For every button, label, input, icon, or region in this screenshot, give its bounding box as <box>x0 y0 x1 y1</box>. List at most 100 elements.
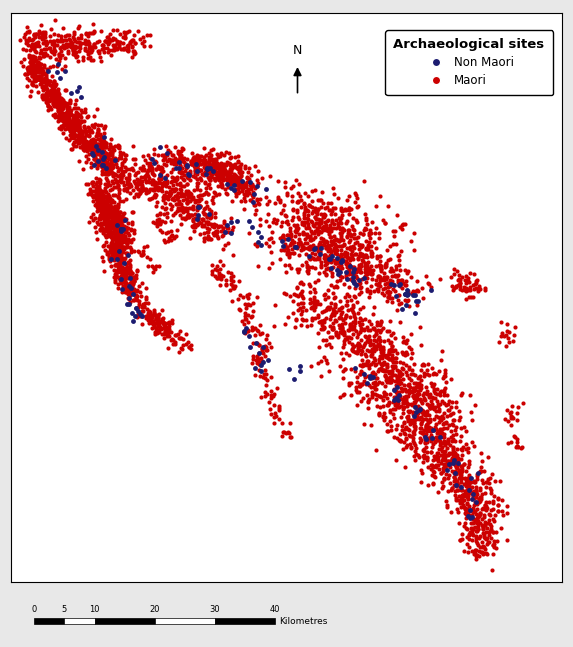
Point <box>425 392 434 402</box>
Point <box>141 171 150 182</box>
Point <box>427 460 437 470</box>
Point <box>261 192 270 203</box>
Point <box>316 195 325 205</box>
Point <box>394 249 403 259</box>
Point <box>448 281 457 291</box>
Point <box>93 126 103 136</box>
Point <box>71 47 80 58</box>
Point <box>108 241 117 252</box>
Point <box>313 297 322 307</box>
Point <box>323 258 332 268</box>
Point <box>119 236 128 247</box>
Point <box>471 517 480 527</box>
Point <box>63 104 72 115</box>
Point <box>87 162 96 172</box>
Point <box>350 278 359 288</box>
Point <box>171 184 180 195</box>
Point <box>188 193 197 203</box>
Point <box>107 146 116 156</box>
Point <box>264 241 273 251</box>
Point <box>113 201 122 212</box>
Point <box>401 349 410 360</box>
Point <box>192 181 201 191</box>
Point <box>93 120 103 131</box>
Point <box>343 248 352 258</box>
Point <box>168 338 178 349</box>
Point <box>411 378 421 388</box>
Point <box>123 282 132 292</box>
Point <box>30 69 39 79</box>
Point <box>107 149 116 160</box>
Point <box>115 224 124 234</box>
Point <box>19 44 28 54</box>
Point <box>354 346 363 356</box>
Point <box>215 256 225 266</box>
Point <box>332 327 341 337</box>
Point <box>70 50 80 61</box>
Point <box>428 403 437 413</box>
Point <box>324 243 333 253</box>
Point <box>395 379 404 389</box>
Point <box>98 161 107 171</box>
Point <box>400 437 409 448</box>
Point <box>313 195 323 206</box>
Point <box>34 74 44 84</box>
Point <box>310 219 319 230</box>
Point <box>327 342 336 353</box>
Point <box>405 419 414 429</box>
Point <box>49 38 58 48</box>
Point <box>434 428 443 439</box>
Point <box>345 336 354 347</box>
Point <box>103 157 112 168</box>
Point <box>98 201 107 212</box>
Point <box>112 208 121 218</box>
Point <box>294 234 303 244</box>
Point <box>166 146 175 157</box>
Point <box>150 318 159 328</box>
Point <box>73 51 82 61</box>
Point <box>417 422 426 433</box>
Point <box>163 194 172 204</box>
Point <box>112 182 121 192</box>
Point <box>93 138 103 149</box>
Point <box>319 322 328 333</box>
Point <box>312 299 321 309</box>
Point <box>336 235 345 245</box>
Point <box>324 254 333 264</box>
Point <box>109 153 119 164</box>
Point <box>109 190 118 201</box>
Point <box>121 259 131 269</box>
Point <box>374 357 383 367</box>
Point <box>419 444 428 454</box>
Point <box>69 29 79 39</box>
Point <box>53 116 62 126</box>
Point <box>246 195 255 205</box>
Point <box>166 155 175 165</box>
Point <box>255 320 264 331</box>
Point <box>414 286 423 296</box>
Point <box>75 43 84 53</box>
Point <box>302 223 311 234</box>
Point <box>431 462 441 472</box>
Point <box>54 102 64 113</box>
Point <box>137 164 146 175</box>
Point <box>97 131 106 141</box>
Point <box>379 347 388 357</box>
Point <box>107 254 116 265</box>
Point <box>150 179 159 190</box>
Point <box>167 235 176 245</box>
Point <box>386 263 395 274</box>
Point <box>27 52 36 63</box>
Point <box>103 32 112 42</box>
Point <box>66 129 76 140</box>
Point <box>58 23 68 33</box>
Point <box>370 323 379 333</box>
Point <box>207 210 216 220</box>
Point <box>296 276 305 287</box>
Point <box>200 167 209 177</box>
Point <box>114 259 123 269</box>
Point <box>195 185 205 195</box>
Point <box>182 154 191 164</box>
Point <box>70 43 80 54</box>
Point <box>42 76 51 87</box>
